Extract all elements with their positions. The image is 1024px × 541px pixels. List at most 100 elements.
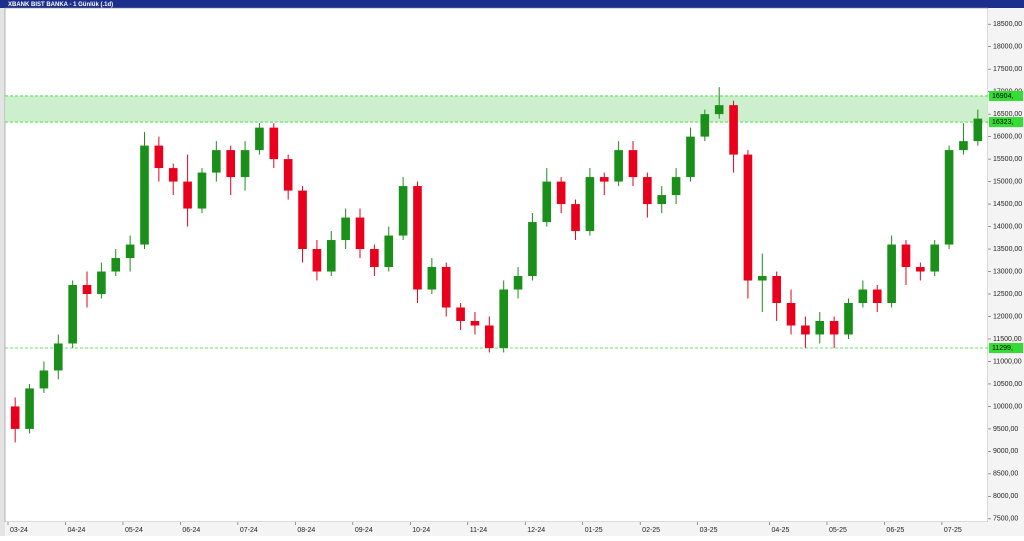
y-tick-label: 12500,00 xyxy=(993,291,1022,298)
y-tick-label: 10500,00 xyxy=(993,381,1022,388)
y-tick-label: 16000,00 xyxy=(993,133,1022,140)
y-tick-label: 7500,00 xyxy=(993,516,1018,523)
candle-body xyxy=(786,302,796,326)
candle-body xyxy=(930,244,940,272)
candle-body xyxy=(628,150,638,178)
candle-body xyxy=(326,240,336,272)
candle-body xyxy=(959,141,968,151)
candle-body xyxy=(700,114,710,137)
y-tick-label: 17500,00 xyxy=(993,66,1022,73)
candle-body xyxy=(571,204,580,232)
toolbar xyxy=(0,8,5,536)
y-tick-label: 16500,00 xyxy=(993,111,1022,118)
y-tick-label: 14000,00 xyxy=(993,223,1022,230)
y-tick-label: 15000,00 xyxy=(993,178,1022,185)
candle-body xyxy=(470,320,480,326)
candle-body xyxy=(283,159,293,191)
x-tick-label: 07-25 xyxy=(944,527,962,534)
x-tick-label: 06-25 xyxy=(886,527,904,534)
candle-body xyxy=(757,276,767,281)
candle-body xyxy=(10,406,20,429)
y-tick-label: 13500,00 xyxy=(993,246,1022,253)
y-tick-label: 15500,00 xyxy=(993,156,1022,163)
candle-body xyxy=(240,150,250,178)
x-tick-label: 12-24 xyxy=(527,527,545,534)
y-tick-label: 8000,00 xyxy=(993,493,1018,500)
candle-body xyxy=(341,217,350,241)
y-tick-label: 9500,00 xyxy=(993,426,1018,433)
candle-body xyxy=(312,249,322,272)
y-tick-label: 18500,00 xyxy=(993,21,1022,28)
y-tick-label: 9000,00 xyxy=(993,448,1018,455)
candle-body xyxy=(269,127,279,160)
candle-body xyxy=(599,177,609,182)
candle-body xyxy=(973,118,983,142)
y-tick-label: 14500,00 xyxy=(993,201,1022,208)
candle-body xyxy=(499,289,508,348)
candle-body xyxy=(513,276,523,290)
candle-body xyxy=(643,177,652,205)
level-label: 16904, xyxy=(992,93,1013,100)
x-tick-label: 04-24 xyxy=(67,527,85,534)
candle-body xyxy=(872,289,882,303)
candle-body xyxy=(39,370,49,389)
y-tick-label: 11500,00 xyxy=(993,336,1022,343)
level-label: 16323, xyxy=(992,119,1013,126)
zone xyxy=(5,95,988,123)
candle-body xyxy=(355,217,365,250)
candle-body xyxy=(68,285,77,344)
candle-body xyxy=(556,181,566,205)
candle-body xyxy=(844,302,853,335)
candle-body xyxy=(298,190,307,250)
y-tick-label: 11000,00 xyxy=(993,358,1022,365)
candle-body xyxy=(743,154,753,281)
candle-body xyxy=(125,244,135,259)
candle-body xyxy=(427,267,437,290)
candle-body xyxy=(542,181,552,223)
x-tick-label: 01-25 xyxy=(585,527,603,534)
candle-body xyxy=(212,150,221,173)
candle-body xyxy=(384,235,394,268)
candle-body xyxy=(944,150,954,245)
candle-body xyxy=(585,177,595,232)
y-tick-label: 10000,00 xyxy=(993,403,1022,410)
candle-body xyxy=(858,289,868,303)
candle-body xyxy=(168,168,178,182)
y-tick-label: 8500,00 xyxy=(993,471,1018,478)
candle-body xyxy=(456,307,465,321)
candle-body xyxy=(370,249,379,268)
candle-body xyxy=(82,285,92,295)
candle-body xyxy=(801,325,810,335)
candle-body xyxy=(671,177,681,196)
chart-title: XBANK BIST BANKA - 1 Günlük (.1d) xyxy=(8,2,113,8)
candle-body xyxy=(614,150,623,182)
candle-body xyxy=(197,172,207,209)
candle-body xyxy=(686,136,695,178)
candle-body xyxy=(25,388,34,429)
candle-body xyxy=(887,244,896,303)
candle-body xyxy=(916,267,925,272)
x-tick-label: 04-25 xyxy=(771,527,789,534)
level-tag xyxy=(989,343,1023,354)
x-tick-label: 08-24 xyxy=(297,527,315,534)
x-axis-panel xyxy=(5,522,988,536)
x-tick-label: 09-24 xyxy=(355,527,373,534)
candle-body xyxy=(528,222,537,277)
candle-body xyxy=(140,145,149,245)
x-tick-label: 05-24 xyxy=(125,527,143,534)
x-tick-label: 05-25 xyxy=(829,527,847,534)
candle-body xyxy=(901,244,911,268)
candle-body xyxy=(226,150,236,178)
candle-body xyxy=(255,127,264,151)
x-tick-label: 10-24 xyxy=(412,527,430,534)
plot-area xyxy=(4,7,989,523)
candle-body xyxy=(729,105,738,155)
candle-body xyxy=(815,320,825,335)
x-tick-label: 02-25 xyxy=(642,527,660,534)
y-tick-label: 12000,00 xyxy=(993,313,1022,320)
candle-body xyxy=(772,276,781,303)
candle-body xyxy=(398,186,408,236)
candle-body xyxy=(53,343,63,371)
x-tick-label: 06-24 xyxy=(182,527,200,534)
